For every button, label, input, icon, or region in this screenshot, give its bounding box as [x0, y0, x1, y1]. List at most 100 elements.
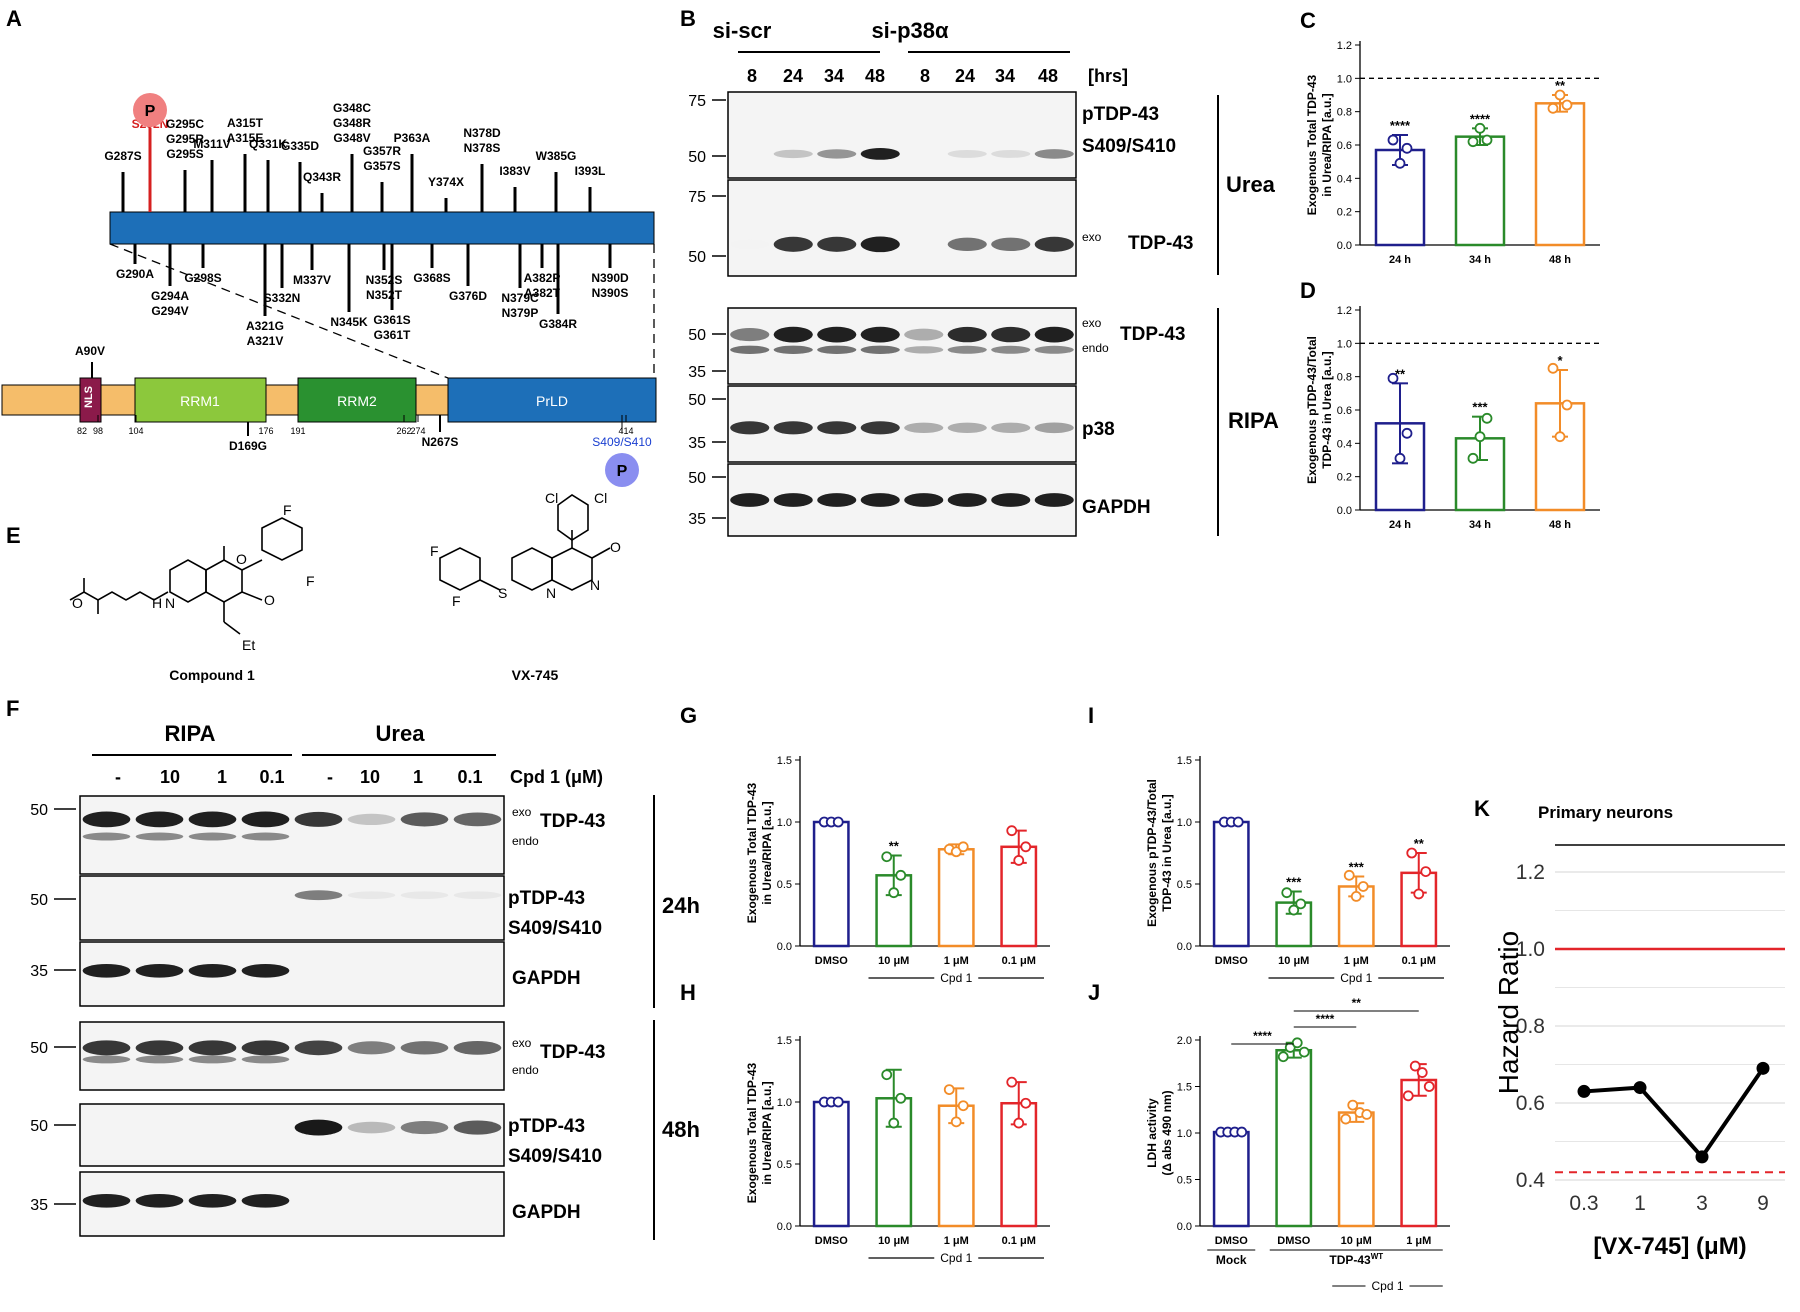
rrm1-domain [134, 377, 267, 423]
f-endo-24: endo [512, 834, 539, 848]
k-x-tick: 9 [1757, 1192, 1769, 1215]
data-point [1232, 816, 1244, 828]
f-blot-ptdp-24 [79, 875, 505, 941]
bar [937, 848, 975, 948]
blot-band [1034, 345, 1074, 354]
blot-band [135, 811, 184, 828]
blot-band [817, 149, 857, 159]
ptdp-label: pTDP-43 [1082, 104, 1159, 125]
blot-band [294, 1040, 343, 1056]
data-point [1357, 881, 1369, 892]
svg-text:O: O [610, 539, 621, 555]
data-point [1474, 431, 1486, 443]
blot-band [773, 345, 813, 354]
k-plot-area [1555, 845, 1785, 1180]
k-data-point [1633, 1081, 1647, 1095]
prld-domain [447, 377, 657, 423]
x-tick-label: 10 μM [878, 1235, 909, 1247]
time-labels: 8 24 34 48 8 24 34 48 [747, 66, 1058, 86]
y-tick-label: 0.5 [1177, 1175, 1192, 1187]
k-data-point [1577, 1084, 1591, 1098]
data-point [881, 1069, 893, 1081]
y-tick-label: 1.2 [1337, 40, 1352, 52]
rrm2-domain [297, 377, 417, 423]
data-point [1401, 142, 1413, 154]
data-point [895, 869, 907, 881]
y-tick-label: 0.6 [1337, 405, 1352, 417]
k-x-tick: 1 [1634, 1192, 1646, 1215]
blot-band [241, 832, 290, 841]
bar [1454, 135, 1506, 247]
x-tick-label: 48 h [1549, 254, 1571, 266]
top-mutation: G295C G295R G295S [166, 117, 204, 161]
blot-band [241, 963, 290, 978]
x-tick-label: DMSO [1215, 1235, 1248, 1247]
y-tick-label: 0.8 [1337, 107, 1352, 119]
bottom-mutation: N352S N352T [366, 273, 403, 302]
k-y-tick: 0.6 [1516, 1092, 1545, 1115]
data-point [1298, 1046, 1310, 1058]
blot-band [773, 149, 813, 159]
svg-text:S: S [498, 585, 507, 601]
top-mutation: M311V [193, 137, 230, 151]
f-lane-label: - [327, 767, 333, 787]
f-mw-label: 50 [30, 892, 48, 909]
blot-band [817, 493, 857, 507]
data-point [1409, 1060, 1421, 1072]
data-point [1406, 847, 1418, 859]
y-axis-label: Exogenous pTDP-43/TotalTDP-43 in Urea [a… [1145, 779, 1174, 927]
f-blot-tdp-48 [79, 1021, 505, 1091]
data-point [1394, 157, 1406, 169]
data-point [1416, 1067, 1428, 1078]
f-mw-label: 50 [30, 1040, 48, 1057]
prld-enlarged-bar [109, 211, 655, 245]
letter-f: F [6, 696, 19, 721]
k-data-point [1695, 1150, 1709, 1164]
time-label: 34 [995, 66, 1015, 86]
bottom-mutation-stems [133, 244, 612, 316]
f-blot-ptdp-48 [79, 1103, 505, 1167]
time-label: 48 [865, 66, 885, 86]
bottom-mutation: M337V [293, 273, 331, 287]
blot-band [188, 1055, 237, 1064]
bottom-mutation: N390D N390S [591, 271, 629, 300]
x-tick-label: 24 h [1389, 519, 1411, 531]
data-point [832, 816, 844, 828]
top-mutation: N378D N378S [463, 126, 501, 155]
f-mw-label: 35 [30, 1197, 48, 1214]
data-point [1350, 891, 1362, 902]
panel-f-western-blot: RIPA Urea -10 1 0.1-10 1 0.1 Cpd 1 (μM) 5050… [30, 721, 700, 1240]
data-point [957, 1100, 969, 1112]
svg-text:N: N [546, 585, 556, 601]
data-point [881, 851, 893, 863]
data-point [1291, 1037, 1303, 1049]
blot-band [188, 832, 237, 841]
blot-band [294, 811, 343, 827]
blot-ripa-tdp [727, 307, 1077, 385]
bar [1400, 1078, 1438, 1228]
blot-band [453, 812, 502, 827]
top-mutation: Y374X [428, 175, 464, 189]
blot-band [860, 421, 900, 435]
phospho-label-bottom: P [617, 463, 628, 480]
time-label: 48 [1038, 66, 1058, 86]
blot-band [135, 963, 184, 978]
x-tick-label: 10 μM [1278, 955, 1309, 967]
data-point [832, 1096, 844, 1108]
data-point [1474, 122, 1486, 134]
svg-text:O: O [236, 551, 247, 567]
f-site-48: S409/S410 [508, 1146, 602, 1167]
f-exo-24: exo [512, 805, 532, 819]
letter-d: D [1300, 278, 1316, 303]
bottom-mutation: N345K [330, 315, 368, 329]
x-tick-label: 0.1 μM [1002, 1235, 1036, 1247]
blot-band [991, 237, 1031, 252]
group-label: Cpd 1 [940, 971, 972, 985]
group-label-bg [1334, 971, 1379, 985]
y-axis-label: Exogenous Total TDP-43in Urea/RIPA [a.u.… [745, 782, 774, 923]
top-mutation: I383V [499, 164, 530, 178]
data-point [1013, 1117, 1025, 1129]
f-mw-label: 50 [30, 1118, 48, 1135]
svg-text:F: F [452, 593, 461, 609]
exo-label-ripa: exo [1082, 316, 1102, 330]
